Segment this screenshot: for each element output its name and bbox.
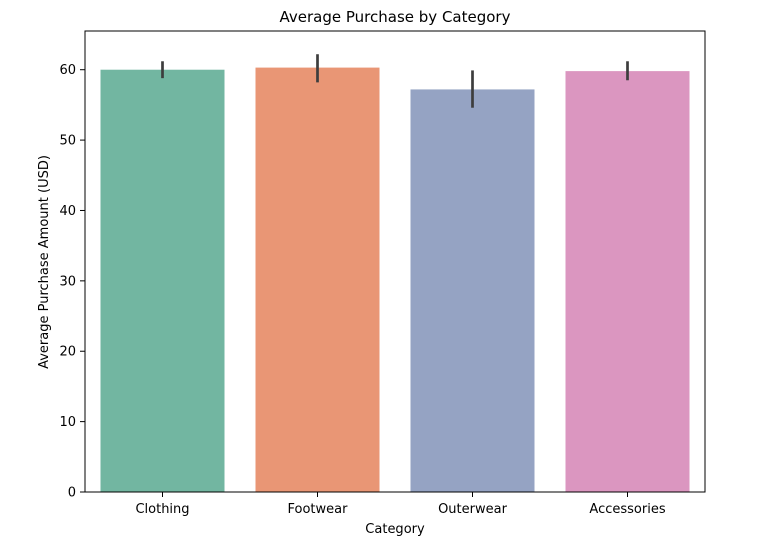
y-tick-label: 20 — [59, 345, 76, 360]
bar-footwear — [255, 67, 380, 492]
y-tick-label: 30 — [59, 274, 76, 289]
y-tick-label: 50 — [59, 134, 76, 149]
bar-clothing — [100, 69, 225, 492]
x-axis-label: Category — [365, 522, 425, 537]
y-axis-label: Average Purchase Amount (USD) — [37, 155, 52, 369]
x-tick-label: Accessories — [589, 502, 665, 517]
x-tick-label: Outerwear — [438, 502, 508, 517]
x-tick-label: Clothing — [135, 502, 189, 517]
chart-title: Average Purchase by Category — [280, 8, 511, 26]
x-tick-label: Footwear — [288, 502, 349, 517]
y-tick-label: 40 — [59, 204, 76, 219]
plot-frame — [84, 30, 706, 493]
y-tick-label: 60 — [59, 63, 76, 78]
y-tick-label: 10 — [59, 415, 76, 430]
bar-accessories — [565, 71, 690, 492]
plot-area: Clothing Footwear Outerwear Accessories 0 10 2… — [59, 30, 706, 517]
y-tick-label: 0 — [68, 486, 76, 501]
bar-outerwear — [410, 89, 535, 492]
